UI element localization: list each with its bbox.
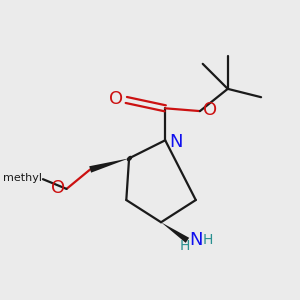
Text: N: N	[169, 133, 183, 151]
Polygon shape	[89, 158, 129, 173]
Text: methyl: methyl	[2, 173, 41, 183]
Text: H: H	[179, 239, 190, 253]
Text: H: H	[203, 233, 213, 247]
Text: O: O	[51, 178, 65, 196]
Text: O: O	[203, 101, 217, 119]
Polygon shape	[161, 222, 189, 243]
Text: N: N	[189, 231, 202, 249]
Text: O: O	[110, 90, 124, 108]
